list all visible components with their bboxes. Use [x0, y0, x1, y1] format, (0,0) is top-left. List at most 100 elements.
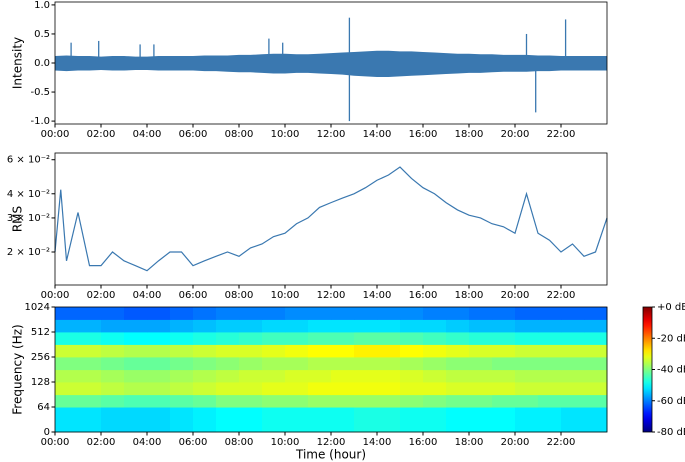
spectrogram-cell [331, 319, 355, 333]
spectrogram-cell [170, 307, 194, 320]
spectrogram-cell [584, 382, 608, 396]
y-tick-label: -0.5 [30, 87, 50, 98]
spectrogram-cell [400, 319, 424, 333]
spectrogram-cell [193, 394, 217, 408]
spectrogram-cell [55, 382, 79, 396]
spectrogram-cell [239, 344, 263, 358]
spectrogram-cell [239, 382, 263, 396]
spectrogram-cell [492, 382, 516, 396]
spectrogram-cell [331, 382, 355, 396]
spectrogram-cell [331, 357, 355, 371]
spectrogram-cell [101, 307, 125, 320]
spectrogram-cell [262, 332, 286, 345]
spectrogram-cell [216, 344, 240, 358]
spectrogram-cell [400, 344, 424, 358]
spectrogram-cell [561, 332, 585, 345]
spectrogram-cell [331, 332, 355, 345]
spectrogram-cell [262, 357, 286, 371]
spectrogram-cell [78, 332, 102, 345]
spectrogram-cell [147, 344, 171, 358]
spectrogram-cell [423, 332, 447, 345]
spectrogram-cell [55, 407, 79, 433]
spectrogram-cell [147, 307, 171, 320]
x-tick-label: 06:00 [179, 437, 208, 448]
spectrogram-cell [377, 332, 401, 345]
rms-line [54, 166, 608, 272]
spectrogram-cell [423, 382, 447, 396]
x-tick-label: 16:00 [409, 437, 438, 448]
spectrogram-cell [492, 307, 516, 320]
spectrogram-cell [400, 382, 424, 396]
spectrogram-cell [193, 369, 217, 383]
spectrogram-cell [170, 407, 194, 433]
spectrogram-cell [239, 357, 263, 371]
spectrogram-cell [124, 319, 148, 333]
spectrogram-cell [400, 407, 424, 433]
spectrogram-cell [377, 382, 401, 396]
spectrogram-cell [331, 407, 355, 433]
spectrogram-cell [147, 394, 171, 408]
spectrogram-cell [216, 394, 240, 408]
spectrogram-cell [78, 394, 102, 408]
spectrogram-cell [101, 332, 125, 345]
spectrogram-cell [55, 369, 79, 383]
spectrogram-cell [170, 319, 194, 333]
spectrogram-cell [515, 332, 539, 345]
colorbar-tick-label: +0 dB [657, 302, 685, 313]
x-tick-label: 12:00 [317, 290, 346, 301]
spectrogram-cell [262, 307, 286, 320]
spectrogram-cell [561, 369, 585, 383]
spectrogram-cell [78, 407, 102, 433]
spectrogram-cell [515, 319, 539, 333]
spectrogram-cell [377, 307, 401, 320]
spectrogram-cell [216, 319, 240, 333]
x-tick-label: 06:00 [179, 129, 208, 140]
y-tick-label: 2 × 10⁻² [7, 247, 50, 258]
spectrogram-cell [354, 357, 378, 371]
spectrogram-cell [308, 369, 332, 383]
x-tick-label: 06:00 [179, 290, 208, 301]
spectrogram-cell [492, 332, 516, 345]
y-tick-label: 128 [31, 377, 50, 388]
spectrogram-cell [55, 332, 79, 345]
spectrogram-cell [492, 407, 516, 433]
spectrogram-cell [515, 382, 539, 396]
y-tick-label: 1.0 [34, 0, 50, 11]
spectrogram-cell [216, 332, 240, 345]
spectrogram-cell [584, 332, 608, 345]
spectrogram-cell [216, 357, 240, 371]
spectrogram-cell [78, 344, 102, 358]
x-tick-label: 04:00 [133, 290, 162, 301]
spectrogram-cell [515, 344, 539, 358]
spectrogram-cell [216, 307, 240, 320]
spectrogram-cell [423, 357, 447, 371]
x-tick-label: 04:00 [133, 437, 162, 448]
spectrogram-cell [515, 369, 539, 383]
spectrogram-cell [446, 344, 470, 358]
spectrogram-cell [78, 369, 102, 383]
spectrogram-cell [492, 357, 516, 371]
spectrogram-cell [308, 344, 332, 358]
spectrogram-cell [78, 307, 102, 320]
spectrogram-cell [423, 369, 447, 383]
spectrogram-cell [469, 344, 493, 358]
spectrogram-cell [308, 332, 332, 345]
x-tick-label: 10:00 [271, 290, 300, 301]
x-tick-label: 20:00 [501, 437, 530, 448]
spectrogram-cell [308, 407, 332, 433]
spectrogram-cell [78, 319, 102, 333]
spectrogram-cell [147, 407, 171, 433]
spectrogram-cell [170, 369, 194, 383]
spectrogram-cell [285, 344, 309, 358]
spectrogram-cell [55, 307, 79, 320]
spectrogram-cell [285, 307, 309, 320]
spectrogram-cell [423, 344, 447, 358]
spectrogram-cell [101, 357, 125, 371]
spectrogram-cell [285, 332, 309, 345]
spectrogram-cell [538, 344, 562, 358]
spectrogram-cell [216, 382, 240, 396]
spectrogram-cell [170, 344, 194, 358]
spectrogram-cell [423, 319, 447, 333]
spectrogram-cell [193, 319, 217, 333]
spectrogram-cell [492, 369, 516, 383]
